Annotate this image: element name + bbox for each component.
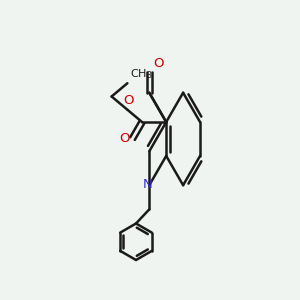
Text: CH$_3$: CH$_3$ <box>130 67 153 81</box>
Text: O: O <box>124 94 134 107</box>
Text: O: O <box>119 132 130 145</box>
Text: O: O <box>154 57 164 70</box>
Text: N: N <box>143 178 153 191</box>
